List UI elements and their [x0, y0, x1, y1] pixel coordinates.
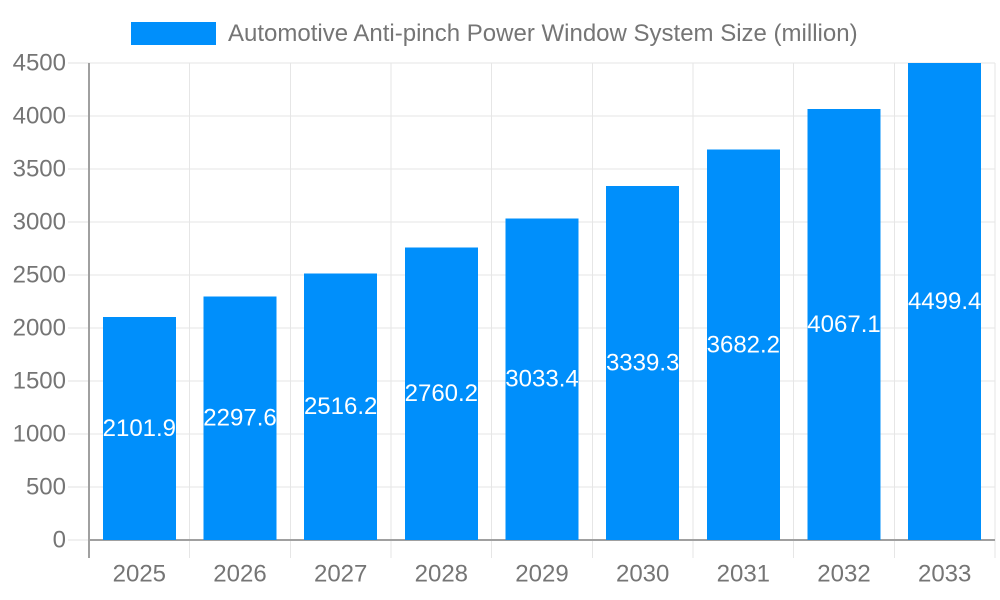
x-axis-tick-label: 2027 — [314, 561, 367, 588]
bar-2026[interactable] — [203, 296, 277, 540]
bar-value-label: 2101.9 — [103, 415, 176, 442]
bar-2030[interactable] — [606, 186, 680, 541]
bar-2031[interactable] — [706, 149, 780, 540]
bar-value-label: 2760.2 — [405, 380, 478, 407]
y-axis-tick-label: 2500 — [13, 262, 66, 289]
y-axis-tick-label: 4500 — [13, 50, 66, 77]
bar-2032[interactable] — [807, 108, 881, 541]
y-axis-tick-label: 0 — [53, 527, 66, 554]
x-axis-tick-label: 2032 — [817, 561, 870, 588]
bar-2025[interactable] — [102, 317, 176, 540]
bar-value-label: 3033.4 — [505, 366, 578, 393]
y-axis-tick-label: 2000 — [13, 315, 66, 342]
y-axis-tick-label: 1500 — [13, 368, 66, 395]
legend-label: Automotive Anti-pinch Power Window Syste… — [228, 20, 858, 47]
bar-2028[interactable] — [404, 247, 478, 540]
bar-2029[interactable] — [505, 218, 579, 540]
labels-layer: 0 500 1000 1500 2000 2500 3000 3500 4000 4500 2101… — [13, 50, 982, 588]
bar-value-label: 2297.6 — [203, 405, 276, 432]
bar-value-label: 3339.3 — [606, 350, 679, 377]
bar-2027[interactable] — [304, 273, 378, 540]
x-axis-tick-label: 2031 — [717, 561, 770, 588]
x-axis-tick-label: 2030 — [616, 561, 669, 588]
y-axis-tick-label: 3000 — [13, 209, 66, 236]
bar-value-label: 3682.2 — [707, 331, 780, 358]
bar-value-label: 4499.4 — [908, 288, 981, 315]
legend: Automotive Anti-pinch Power Window Syste… — [131, 20, 858, 47]
bars-layer — [102, 63, 982, 541]
y-axis-tick-label: 1000 — [13, 421, 66, 448]
x-axis-tick-label: 2029 — [515, 561, 568, 588]
x-axis-tick-label: 2025 — [113, 561, 166, 588]
y-axis-tick-label: 3500 — [13, 156, 66, 183]
x-axis-tick-label: 2026 — [213, 561, 266, 588]
legend-swatch[interactable] — [131, 22, 216, 45]
y-axis-tick-label: 4000 — [13, 103, 66, 130]
x-axis-tick-label: 2033 — [918, 561, 971, 588]
y-axis-tick-label: 500 — [26, 474, 66, 501]
x-axis-tick-label: 2028 — [415, 561, 468, 588]
bar-value-label: 4067.1 — [807, 311, 880, 338]
bar-value-label: 2516.2 — [304, 393, 377, 420]
bar-2033[interactable] — [908, 63, 982, 540]
